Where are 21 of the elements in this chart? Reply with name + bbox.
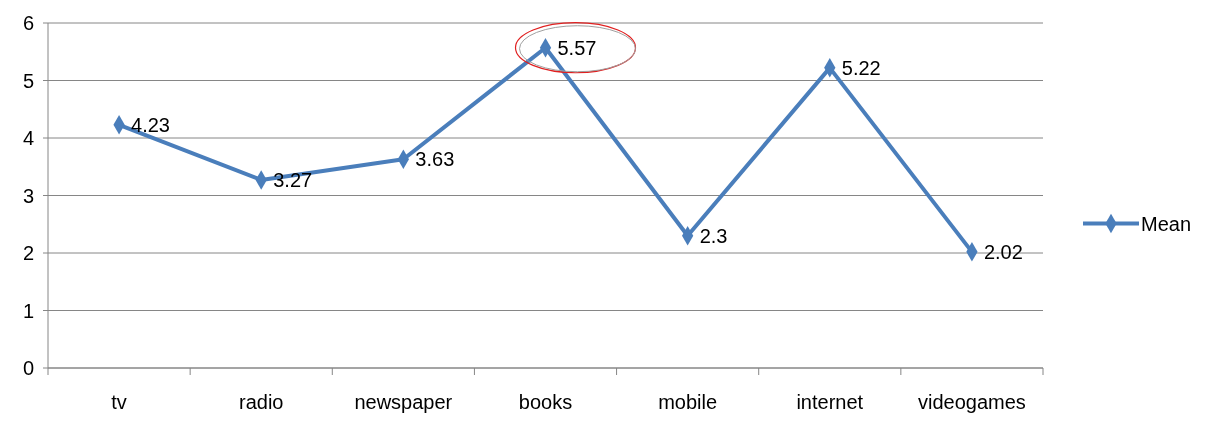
y-tick-label: 1: [22, 299, 34, 322]
data-label: 4.23: [131, 113, 171, 136]
x-tick-label: tv: [111, 391, 127, 413]
data-label: 2.02: [983, 240, 1023, 263]
x-tick-label: mobile: [658, 391, 718, 413]
x-tick-label: videogames: [918, 391, 1026, 413]
x-tick-label: internet: [796, 391, 864, 413]
y-tick-label: 2: [22, 242, 34, 264]
x-tick-label: radio: [238, 391, 284, 413]
data-label: 2.3: [699, 224, 728, 247]
x-tick-label: books: [518, 391, 573, 413]
y-tick-label: 5: [22, 69, 34, 92]
y-tick-label: 4: [22, 127, 34, 149]
x-tick-label: newspaper: [354, 391, 453, 413]
y-tick-label: 3: [22, 184, 34, 207]
y-tick-label: 6: [22, 12, 34, 34]
data-label: 5.22: [841, 56, 881, 79]
legend-label: Mean: [1141, 212, 1192, 235]
data-label: 3.63: [415, 148, 455, 171]
y-tick-label: 0: [22, 357, 34, 379]
data-label: 5.57: [557, 36, 597, 59]
